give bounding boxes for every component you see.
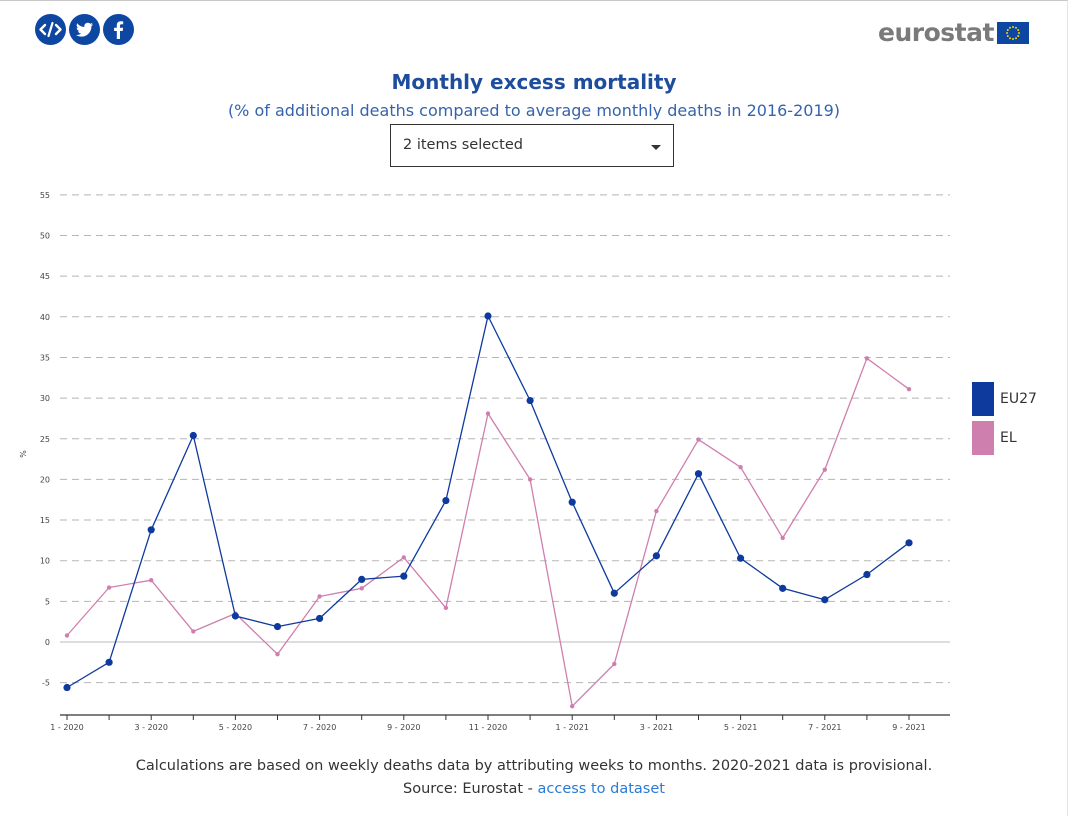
source-line: Source: Eurostat - access to dataset — [0, 778, 1068, 801]
data-point-el — [275, 651, 280, 657]
caret-down-icon — [651, 145, 661, 150]
data-point-eu27 — [63, 683, 71, 692]
data-point-eu27 — [105, 658, 113, 666]
legend-label-el: EL — [1000, 430, 1017, 446]
y-tick-label: 45 — [40, 272, 50, 281]
twitter-icon — [76, 22, 93, 37]
chart-title: Monthly excess mortality — [391, 70, 677, 94]
x-tick-label: 1 - 2020 — [50, 723, 83, 732]
series-layer — [63, 312, 913, 709]
data-point-eu27 — [442, 496, 450, 505]
data-point-el — [149, 578, 154, 583]
twitter-button[interactable] — [69, 14, 100, 45]
data-point-el — [485, 411, 491, 416]
y-tick-label: -5 — [42, 679, 50, 688]
data-point-eu27 — [779, 584, 787, 592]
x-tick-label: 7 - 2020 — [303, 723, 336, 732]
data-point-eu27 — [526, 396, 534, 405]
legend: EU27 EL — [972, 382, 1037, 460]
x-tick-label: 5 - 2020 — [219, 723, 252, 732]
data-point-el — [696, 437, 701, 442]
data-point-el — [527, 477, 533, 482]
data-point-el — [317, 594, 322, 599]
data-point-el — [443, 605, 449, 611]
chart-subtitle: (% of additional deaths compared to aver… — [227, 101, 841, 120]
x-tick-label: 3 - 2020 — [134, 723, 167, 732]
selector-value: 2 items selected — [403, 137, 523, 153]
legend-item-eu27[interactable]: EU27 — [972, 382, 1037, 416]
series-selector[interactable]: 2 items selected — [390, 124, 674, 167]
facebook-button[interactable] — [103, 14, 134, 45]
data-point-eu27 — [484, 312, 492, 320]
data-point-eu27 — [905, 539, 913, 547]
y-tick-label: 50 — [40, 232, 50, 241]
data-point-el — [822, 467, 827, 472]
data-point-eu27 — [400, 572, 408, 580]
y-tick-label: 30 — [40, 394, 50, 403]
y-tick-label: 0 — [45, 638, 50, 647]
y-tick-label: 5 — [45, 597, 50, 606]
eu-flag-icon — [996, 21, 1029, 44]
data-point-eu27 — [568, 498, 576, 506]
eurostat-logo[interactable]: eurostat — [878, 18, 1029, 47]
y-tick-label: 20 — [40, 475, 50, 484]
data-point-el — [654, 508, 659, 514]
data-point-eu27 — [316, 614, 324, 623]
data-point-el — [906, 386, 912, 392]
legend-label-eu27: EU27 — [1000, 391, 1037, 407]
grid-layer — [60, 194, 950, 684]
dataset-link[interactable]: access to dataset — [537, 781, 665, 797]
y-tick-label: 55 — [40, 191, 50, 200]
y-tick-label: 40 — [40, 313, 50, 322]
x-tick-label: 11 - 2020 — [469, 723, 508, 732]
legend-item-el[interactable]: EL — [972, 421, 1037, 455]
data-point-eu27 — [273, 622, 282, 631]
data-point-eu27 — [652, 552, 661, 560]
data-point-el — [106, 585, 112, 590]
footnote: Calculations are based on weekly deaths … — [0, 755, 1068, 801]
data-point-el — [738, 465, 743, 470]
data-point-eu27 — [863, 570, 871, 579]
data-point-eu27 — [610, 589, 618, 597]
data-point-el — [864, 356, 870, 361]
x-tick-label: 1 - 2021 — [555, 723, 588, 732]
data-point-eu27 — [737, 554, 745, 562]
data-point-el — [401, 555, 406, 560]
data-point-eu27 — [358, 575, 366, 583]
x-tick-label: 3 - 2021 — [640, 723, 673, 732]
data-point-eu27 — [694, 470, 703, 478]
source-prefix: Source: Eurostat - — [403, 781, 538, 797]
footnote-text: Calculations are based on weekly deaths … — [135, 758, 933, 774]
embed-button[interactable] — [35, 14, 66, 45]
data-point-el — [359, 586, 364, 591]
y-tick-label: 35 — [40, 353, 50, 362]
data-point-eu27 — [231, 612, 239, 620]
y-tick-label: 10 — [40, 557, 50, 566]
legend-swatch-el — [972, 421, 994, 455]
y-axis-label: % — [19, 450, 28, 458]
logo-text: eurostat — [878, 18, 994, 47]
share-bar — [35, 14, 134, 45]
x-tick-label: 5 - 2021 — [724, 723, 757, 732]
x-tick-label: 7 - 2021 — [808, 723, 841, 732]
data-point-el — [191, 629, 196, 634]
legend-swatch-eu27 — [972, 382, 994, 416]
data-point-el — [64, 633, 70, 638]
x-tick-label: 9 - 2020 — [387, 723, 420, 732]
data-point-eu27 — [189, 431, 197, 440]
data-point-el — [612, 661, 617, 667]
data-point-el — [570, 704, 575, 709]
y-tick-label: 15 — [40, 516, 50, 525]
y-tick-label: 25 — [40, 435, 50, 444]
series-line-el — [66, 357, 910, 707]
line-chart: -5 0 5 10 15 20 25 30 35 40 45 50 55% 1 - 2020 3 - 202… — [19, 191, 950, 732]
data-point-el — [780, 535, 785, 541]
axes-layer: -5 0 5 10 15 20 25 30 35 40 45 50 55% 1 - 2020 3 - 202… — [19, 191, 950, 732]
data-point-eu27 — [821, 596, 829, 604]
x-tick-label: 9 - 2021 — [892, 723, 925, 732]
facebook-icon — [114, 21, 124, 39]
embed-icon — [39, 21, 62, 38]
data-point-eu27 — [147, 526, 155, 534]
